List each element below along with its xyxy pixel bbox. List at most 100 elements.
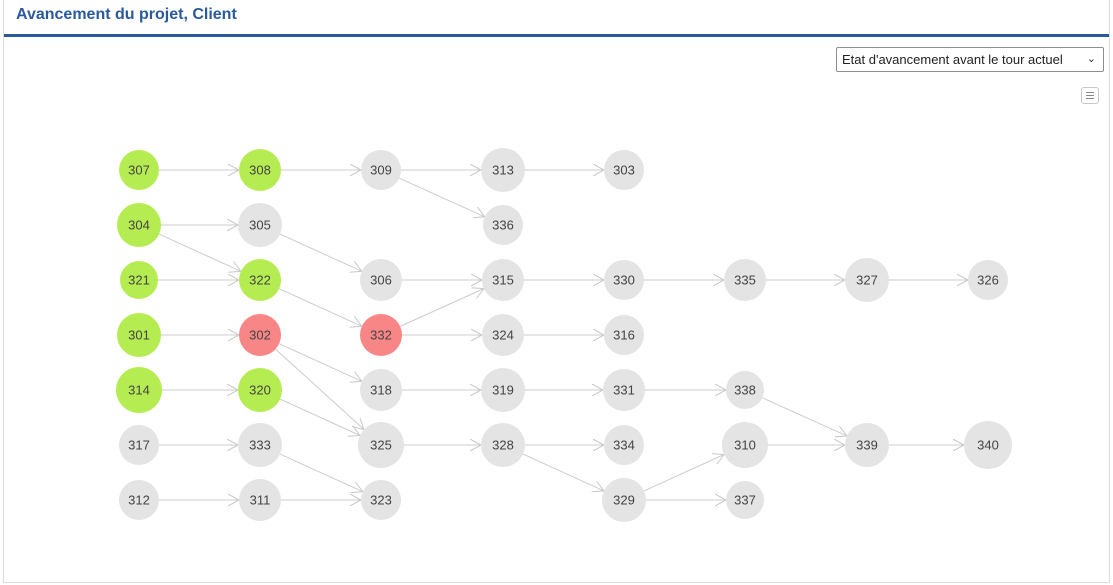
- task-node-circle: [358, 422, 404, 468]
- task-node-322[interactable]: 322: [239, 259, 281, 301]
- task-node-circle: [602, 478, 646, 522]
- task-node-310[interactable]: 310: [722, 422, 768, 468]
- task-node-label: 311: [250, 493, 271, 508]
- task-node-label: 314: [128, 383, 150, 398]
- task-node-circle: [361, 150, 401, 190]
- edge-305-306: [279, 233, 362, 271]
- task-node-301[interactable]: 301: [117, 313, 161, 357]
- task-node-label: 315: [492, 273, 514, 288]
- task-node-321[interactable]: 321: [120, 261, 158, 299]
- hamburger-menu-icon[interactable]: [1081, 87, 1099, 104]
- task-node-circle: [481, 368, 525, 412]
- task-node-label: 321: [128, 273, 150, 288]
- task-node-326[interactable]: 326: [968, 260, 1008, 300]
- edge-309-336: [399, 177, 485, 217]
- task-node-323[interactable]: 323: [361, 480, 401, 520]
- task-node-311[interactable]: 311: [239, 479, 281, 521]
- task-node-circle: [604, 150, 644, 190]
- edge-333-323: [279, 453, 363, 492]
- task-node-circle: [483, 205, 523, 245]
- task-node-332[interactable]: 332: [360, 314, 402, 356]
- task-node-303[interactable]: 303: [604, 150, 644, 190]
- edge-329-310: [643, 455, 724, 492]
- edge-320-325: [279, 398, 360, 435]
- task-node-316[interactable]: 316: [604, 315, 644, 355]
- task-node-label: 328: [492, 438, 514, 453]
- task-node-313[interactable]: 313: [481, 148, 525, 192]
- task-node-335[interactable]: 335: [724, 259, 766, 301]
- task-node-circle: [968, 260, 1008, 300]
- task-node-319[interactable]: 319: [481, 368, 525, 412]
- task-node-329[interactable]: 329: [602, 478, 646, 522]
- task-node-circle: [726, 371, 764, 409]
- task-node-327[interactable]: 327: [845, 258, 889, 302]
- task-node-328[interactable]: 328: [481, 423, 525, 467]
- task-node-label: 302: [249, 328, 271, 343]
- task-node-circle: [361, 480, 401, 520]
- task-node-label: 318: [370, 383, 392, 398]
- task-node-label: 330: [613, 273, 635, 288]
- task-node-314[interactable]: 314: [116, 367, 162, 413]
- task-node-circle: [604, 425, 644, 465]
- task-node-317[interactable]: 317: [119, 425, 159, 465]
- task-node-circle: [726, 481, 764, 519]
- task-node-circle: [117, 203, 161, 247]
- edge-332-315: [399, 289, 484, 327]
- task-node-318[interactable]: 318: [360, 369, 402, 411]
- task-node-circle: [119, 150, 159, 190]
- task-node-label: 319: [492, 383, 514, 398]
- task-node-label: 334: [613, 438, 635, 453]
- task-node-315[interactable]: 315: [482, 259, 524, 301]
- chevron-down-icon: ⌄: [1086, 53, 1096, 65]
- edge-338-339: [762, 397, 847, 436]
- task-node-circle: [238, 368, 282, 412]
- task-node-circle: [239, 479, 281, 521]
- task-node-309[interactable]: 309: [361, 150, 401, 190]
- task-node-325[interactable]: 325: [358, 422, 404, 468]
- task-node-308[interactable]: 308: [239, 149, 281, 191]
- task-node-302[interactable]: 302: [239, 314, 281, 356]
- task-node-337[interactable]: 337: [726, 481, 764, 519]
- edge-302-325: [275, 348, 364, 429]
- task-node-circle: [964, 421, 1012, 469]
- task-node-336[interactable]: 336: [483, 205, 523, 245]
- task-node-320[interactable]: 320: [238, 368, 282, 412]
- task-node-label: 326: [977, 273, 999, 288]
- task-node-339[interactable]: 339: [845, 423, 889, 467]
- task-node-label: 333: [249, 438, 271, 453]
- edge-302-318: [278, 343, 362, 382]
- task-node-307[interactable]: 307: [119, 150, 159, 190]
- task-node-label: 323: [370, 493, 392, 508]
- task-node-331[interactable]: 331: [603, 369, 645, 411]
- task-node-306[interactable]: 306: [360, 259, 402, 301]
- task-node-label: 325: [370, 438, 392, 453]
- progress-state-select[interactable]: Etat d'avancement avant le tour actuel ⌄: [836, 47, 1104, 72]
- task-node-circle: [119, 425, 159, 465]
- task-node-330[interactable]: 330: [604, 260, 644, 300]
- task-node-324[interactable]: 324: [482, 314, 524, 356]
- task-node-333[interactable]: 333: [238, 423, 282, 467]
- task-node-circle: [238, 423, 282, 467]
- task-node-label: 331: [613, 383, 635, 398]
- task-node-label: 332: [370, 328, 392, 343]
- task-node-label: 316: [613, 328, 635, 343]
- task-node-label: 304: [128, 218, 150, 233]
- task-node-circle: [482, 314, 524, 356]
- task-node-312[interactable]: 312: [119, 480, 159, 520]
- task-node-334[interactable]: 334: [604, 425, 644, 465]
- task-node-label: 301: [128, 328, 150, 343]
- task-node-label: 322: [249, 273, 271, 288]
- task-node-circle: [239, 259, 281, 301]
- task-node-circle: [845, 423, 889, 467]
- task-node-340[interactable]: 340: [964, 421, 1012, 469]
- task-node-circle: [724, 259, 766, 301]
- task-node-circle: [604, 315, 644, 355]
- task-node-label: 338: [734, 383, 756, 398]
- task-node-305[interactable]: 305: [238, 203, 282, 247]
- task-node-338[interactable]: 338: [726, 371, 764, 409]
- task-node-label: 327: [856, 273, 878, 288]
- task-node-label: 317: [128, 438, 150, 453]
- page-title: Avancement du projet, Client: [16, 6, 237, 23]
- task-node-304[interactable]: 304: [117, 203, 161, 247]
